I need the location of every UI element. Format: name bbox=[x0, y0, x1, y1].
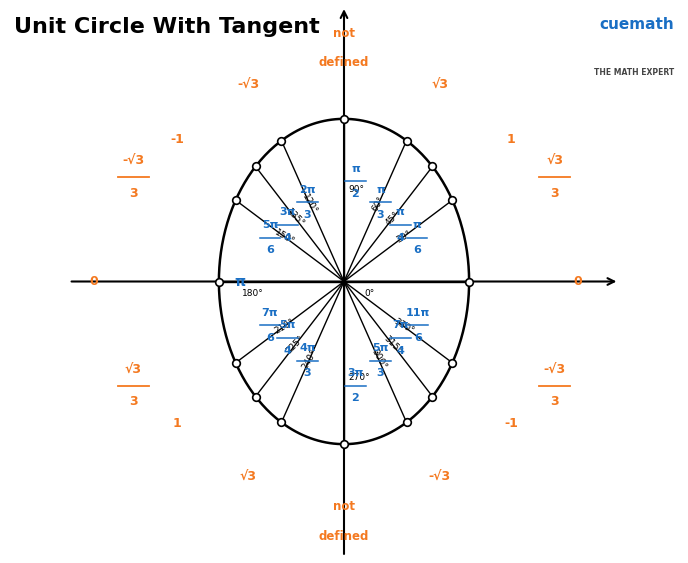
Text: 45°: 45° bbox=[384, 209, 402, 227]
Text: 3: 3 bbox=[376, 210, 385, 220]
Text: -√3: -√3 bbox=[429, 471, 451, 484]
Text: √3: √3 bbox=[546, 155, 563, 168]
Text: Unit Circle With Tangent: Unit Circle With Tangent bbox=[14, 17, 319, 37]
Text: cuemath: cuemath bbox=[599, 17, 674, 32]
Text: -√3: -√3 bbox=[544, 363, 566, 377]
Text: 270°: 270° bbox=[348, 373, 369, 382]
Text: 4: 4 bbox=[396, 233, 405, 243]
Text: √3: √3 bbox=[125, 363, 142, 377]
Text: 330°: 330° bbox=[392, 317, 416, 336]
Text: 3π: 3π bbox=[279, 208, 296, 217]
Text: 0°: 0° bbox=[365, 289, 375, 298]
Text: 300°: 300° bbox=[369, 347, 388, 370]
Text: √3: √3 bbox=[239, 471, 257, 484]
Text: π: π bbox=[413, 220, 421, 230]
Text: 3: 3 bbox=[550, 186, 559, 200]
Text: 3: 3 bbox=[129, 395, 138, 408]
Text: 1: 1 bbox=[173, 417, 182, 430]
Text: -1: -1 bbox=[504, 417, 518, 430]
Text: 2: 2 bbox=[352, 394, 359, 404]
Text: 6: 6 bbox=[414, 333, 422, 343]
Text: 2: 2 bbox=[352, 189, 359, 199]
Text: -√3: -√3 bbox=[237, 79, 259, 92]
Text: 3: 3 bbox=[303, 368, 312, 378]
Text: 4: 4 bbox=[396, 346, 405, 355]
Text: π: π bbox=[376, 185, 385, 195]
Text: not: not bbox=[333, 26, 355, 39]
Text: 120°: 120° bbox=[300, 193, 319, 216]
Text: 5π: 5π bbox=[262, 220, 278, 230]
Text: 1: 1 bbox=[506, 133, 515, 146]
Text: 2π: 2π bbox=[299, 185, 316, 195]
Text: 3: 3 bbox=[129, 186, 138, 200]
Text: π: π bbox=[234, 275, 246, 288]
Text: 6: 6 bbox=[266, 333, 274, 343]
Text: -1: -1 bbox=[170, 133, 184, 146]
Text: 315°: 315° bbox=[382, 334, 404, 356]
Text: 3π: 3π bbox=[347, 368, 364, 378]
Text: 150°: 150° bbox=[272, 227, 296, 246]
Text: 240°: 240° bbox=[301, 347, 319, 370]
Text: √3: √3 bbox=[431, 79, 449, 92]
Text: defined: defined bbox=[319, 530, 369, 543]
Text: 7π: 7π bbox=[261, 307, 278, 318]
Text: 6: 6 bbox=[266, 245, 274, 256]
Text: 3: 3 bbox=[303, 210, 312, 220]
Text: 11π: 11π bbox=[406, 307, 430, 318]
Text: 60°: 60° bbox=[371, 195, 386, 213]
Text: 90°: 90° bbox=[348, 185, 364, 194]
Text: not: not bbox=[333, 500, 355, 513]
Text: 0: 0 bbox=[89, 275, 98, 288]
Text: 210°: 210° bbox=[273, 317, 296, 336]
Text: 3: 3 bbox=[376, 368, 385, 378]
Text: 4: 4 bbox=[283, 346, 292, 355]
Text: 3: 3 bbox=[550, 395, 559, 408]
Text: 4π: 4π bbox=[299, 343, 316, 353]
Text: 30°: 30° bbox=[394, 229, 413, 245]
Text: defined: defined bbox=[319, 56, 369, 69]
Text: 225°: 225° bbox=[285, 334, 306, 356]
Text: 5π: 5π bbox=[372, 343, 389, 353]
Text: 180°: 180° bbox=[241, 289, 264, 298]
Text: 6: 6 bbox=[413, 245, 421, 256]
Text: 0: 0 bbox=[573, 275, 582, 288]
Text: THE MATH EXPERT: THE MATH EXPERT bbox=[594, 68, 674, 77]
Text: π: π bbox=[396, 208, 405, 217]
Text: 7π: 7π bbox=[392, 320, 409, 330]
Text: 5π: 5π bbox=[279, 320, 296, 330]
Text: π: π bbox=[351, 164, 360, 174]
Text: 4: 4 bbox=[283, 233, 292, 243]
Text: -√3: -√3 bbox=[122, 155, 144, 168]
Text: 135°: 135° bbox=[284, 207, 306, 229]
